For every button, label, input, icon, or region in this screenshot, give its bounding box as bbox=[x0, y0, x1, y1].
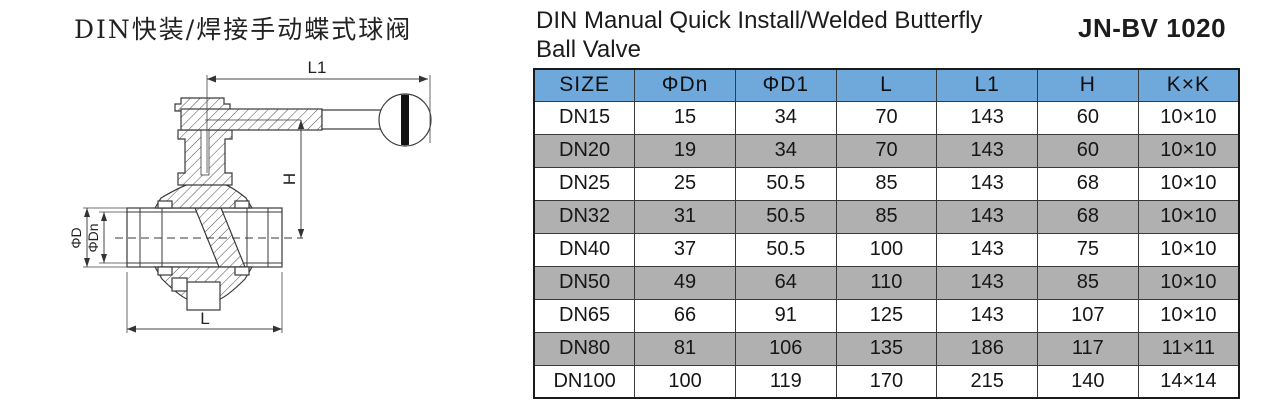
table-cell: 143 bbox=[936, 199, 1039, 234]
table-cell: 14×14 bbox=[1137, 364, 1240, 399]
table-cell: 68 bbox=[1037, 166, 1139, 201]
table-cell: DN32 bbox=[533, 199, 636, 234]
table-cell: 10×10 bbox=[1137, 232, 1240, 267]
table-cell: 117 bbox=[1037, 331, 1139, 366]
table-cell: 186 bbox=[936, 331, 1039, 366]
table-cell: 49 bbox=[634, 265, 736, 300]
table-row: DN65 66 91 125 143 107 10×10 bbox=[533, 298, 1240, 333]
table-body: DN15 15 34 70 143 60 10×10 DN20 19 34 70 143 60 10×10… bbox=[533, 100, 1240, 399]
table-cell: 143 bbox=[936, 265, 1039, 300]
table-cell: DN80 bbox=[533, 331, 636, 366]
column-header-2: ΦD1 bbox=[734, 68, 837, 102]
table-cell: 10×10 bbox=[1137, 133, 1240, 168]
table-cell: 100 bbox=[835, 232, 938, 267]
dimension-arrows bbox=[84, 75, 428, 333]
table-cell: 10×10 bbox=[1137, 199, 1240, 234]
table-cell: 170 bbox=[835, 364, 938, 399]
table-row: DN25 25 50.5 85 143 68 10×10 bbox=[533, 166, 1240, 201]
bottom-nut bbox=[171, 277, 188, 292]
table-cell: DN100 bbox=[533, 364, 636, 399]
table-row: DN100 100 119 170 215 140 14×14 bbox=[533, 364, 1240, 399]
english-title: DIN Manual Quick Install/Welded Butterfl… bbox=[536, 6, 1081, 64]
table-cell: 60 bbox=[1037, 100, 1139, 135]
table-cell: 64 bbox=[734, 265, 837, 300]
bottom-stem-block bbox=[186, 281, 221, 311]
table-row: DN20 19 34 70 143 60 10×10 bbox=[533, 133, 1240, 168]
table-cell: 143 bbox=[936, 100, 1039, 135]
table-row: DN15 15 34 70 143 60 10×10 bbox=[533, 100, 1240, 135]
table-row: DN50 49 64 110 143 85 10×10 bbox=[533, 265, 1240, 300]
table-cell: 143 bbox=[936, 232, 1039, 267]
table-cell: 106 bbox=[734, 331, 837, 366]
table-cell: 140 bbox=[1037, 364, 1139, 399]
table-cell: 10×10 bbox=[1137, 100, 1240, 135]
valve-technical-drawing: L1 H ΦD ΦDn L bbox=[68, 58, 432, 333]
table-cell: DN40 bbox=[533, 232, 636, 267]
dim-label-phi-d: ΦD bbox=[68, 227, 84, 248]
chinese-title: DIN快装/焊接手动蝶式球阀 bbox=[74, 15, 413, 44]
table-cell: 31 bbox=[634, 199, 736, 234]
dimension-lines bbox=[83, 75, 431, 333]
table-cell: 50.5 bbox=[734, 232, 837, 267]
table-cell: 66 bbox=[634, 298, 736, 333]
table-cell: 85 bbox=[835, 166, 938, 201]
table-cell: 215 bbox=[936, 364, 1039, 399]
table-cell: 10×10 bbox=[1137, 265, 1240, 300]
column-header-0: SIZE bbox=[533, 68, 636, 102]
table-cell: 85 bbox=[835, 199, 938, 234]
column-header-6: K×K bbox=[1137, 68, 1240, 102]
column-header-5: H bbox=[1037, 68, 1139, 102]
model-code: JN-BV 1020 bbox=[1078, 13, 1227, 43]
table-cell: 70 bbox=[835, 100, 938, 135]
table-row: DN80 81 106 135 186 117 11×11 bbox=[533, 331, 1240, 366]
table-cell: 81 bbox=[634, 331, 736, 366]
table-cell: 11×11 bbox=[1137, 331, 1240, 366]
table-cell: 85 bbox=[1037, 265, 1139, 300]
table-cell: 119 bbox=[734, 364, 837, 399]
english-title-line2: Ball Valve bbox=[536, 36, 641, 63]
table-cell: 100 bbox=[634, 364, 736, 399]
table-cell: 125 bbox=[835, 298, 938, 333]
dim-label-l1: L1 bbox=[308, 58, 327, 77]
column-header-1: ΦDn bbox=[634, 68, 736, 102]
table-cell: 75 bbox=[1037, 232, 1139, 267]
table-cell: 70 bbox=[835, 133, 938, 168]
table-cell: 68 bbox=[1037, 199, 1139, 234]
table-cell: 50.5 bbox=[734, 166, 837, 201]
table-cell: 15 bbox=[634, 100, 736, 135]
table-cell: DN15 bbox=[533, 100, 636, 135]
dim-label-h: H bbox=[280, 173, 299, 185]
table-cell: 135 bbox=[835, 331, 938, 366]
table-cell: 34 bbox=[734, 133, 837, 168]
dim-label-l: L bbox=[200, 309, 209, 328]
table-header-row: SIZE ΦDn ΦD1 L L1 H K×K bbox=[533, 68, 1240, 102]
table-cell: 10×10 bbox=[1137, 166, 1240, 201]
column-header-4: L1 bbox=[936, 68, 1039, 102]
table-cell: DN65 bbox=[533, 298, 636, 333]
table-cell: 91 bbox=[734, 298, 837, 333]
table-row: DN32 31 50.5 85 143 68 10×10 bbox=[533, 199, 1240, 234]
table-cell: 50.5 bbox=[734, 199, 837, 234]
table-cell: 10×10 bbox=[1137, 298, 1240, 333]
table-cell: 110 bbox=[835, 265, 938, 300]
spec-table: SIZE ΦDn ΦD1 L L1 H K×K DN15 15 34 70 143 60 10×10 DN… bbox=[533, 68, 1240, 399]
table-row: DN40 37 50.5 100 143 75 10×10 bbox=[533, 232, 1240, 267]
table-cell: 37 bbox=[634, 232, 736, 267]
ball-knob-stripe bbox=[401, 94, 409, 146]
table-cell: 25 bbox=[634, 166, 736, 201]
table-cell: 19 bbox=[634, 133, 736, 168]
table-cell: 34 bbox=[734, 100, 837, 135]
dim-label-phi-dn: ΦDn bbox=[85, 223, 101, 252]
column-header-3: L bbox=[835, 68, 938, 102]
table-cell: 60 bbox=[1037, 133, 1139, 168]
table-cell: 143 bbox=[936, 133, 1039, 168]
table-cell: 143 bbox=[936, 166, 1039, 201]
table-cell: DN25 bbox=[533, 166, 636, 201]
english-title-line1: DIN Manual Quick Install/Welded Butterfl… bbox=[536, 7, 983, 34]
table-cell: DN20 bbox=[533, 133, 636, 168]
table-cell: 143 bbox=[936, 298, 1039, 333]
table-cell: DN50 bbox=[533, 265, 636, 300]
table-cell: 107 bbox=[1037, 298, 1139, 333]
